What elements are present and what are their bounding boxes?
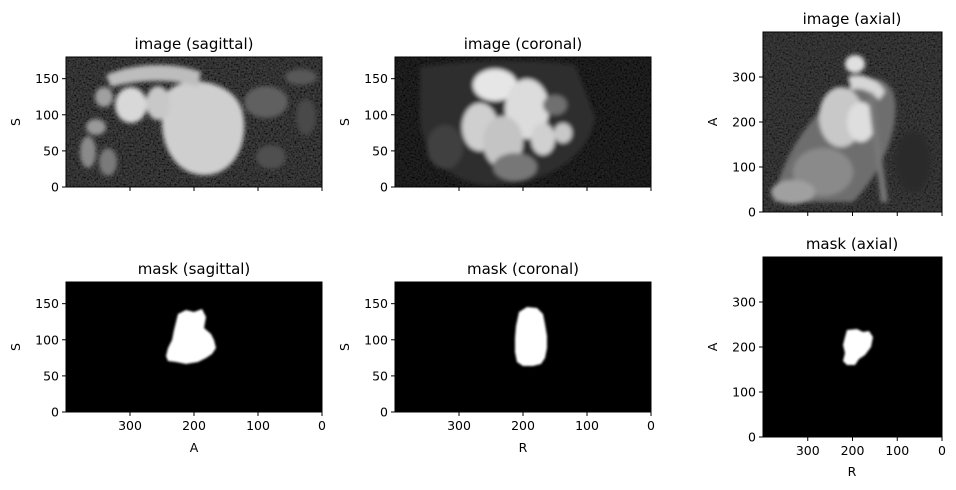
y-tick-label: 0 xyxy=(51,405,59,420)
x-axis-label: A xyxy=(190,440,199,455)
y-ticks: 0 100 200 300 xyxy=(732,295,763,445)
y-tick-label: 150 xyxy=(35,296,59,311)
x-tick-label: 200 xyxy=(841,443,865,458)
y-axis-label: S xyxy=(8,343,23,351)
y-tick-label: 0 xyxy=(380,180,388,195)
x-ticks xyxy=(129,187,323,191)
x-ticks: 300 200 100 0 xyxy=(447,412,655,433)
x-tick-label: 0 xyxy=(647,418,655,433)
y-ticks: 0 50 100 150 xyxy=(364,296,395,420)
x-ticks: 300 200 100 0 xyxy=(118,412,326,433)
y-tick-label: 50 xyxy=(372,143,388,158)
x-ticks xyxy=(807,212,943,216)
panel-title: mask (axial) xyxy=(806,235,898,253)
y-tick-label: 200 xyxy=(732,115,756,130)
panel-mask-sagittal: 300 200 100 0 0 50 100 150 mask (sagittal) S A xyxy=(8,260,326,455)
panel-image-coronal: 0 50 100 150 image (coronal) S xyxy=(337,35,652,195)
y-ticks: 0 50 100 150 xyxy=(364,71,395,195)
y-tick-label: 50 xyxy=(43,143,59,158)
x-tick-label: 0 xyxy=(318,418,326,433)
y-tick-label: 0 xyxy=(51,180,59,195)
panel-image-sagittal: 0 50 100 150 image (sagittal) S xyxy=(8,35,323,195)
y-tick-label: 100 xyxy=(732,160,756,175)
y-axis-label: S xyxy=(337,118,352,126)
y-tick-label: 50 xyxy=(43,368,59,383)
y-tick-label: 150 xyxy=(364,71,388,86)
x-tick-label: 0 xyxy=(938,443,946,458)
x-tick-label: 300 xyxy=(796,443,820,458)
y-axis-label: A xyxy=(705,117,720,126)
y-ticks: 0 100 200 300 xyxy=(732,70,763,220)
y-tick-label: 200 xyxy=(732,340,756,355)
image-axial-pixels xyxy=(763,32,942,212)
panel-title: image (sagittal) xyxy=(134,35,253,53)
y-ticks: 0 50 100 150 xyxy=(35,296,66,420)
mask-coronal-pixels xyxy=(395,282,651,412)
image-coronal-pixels xyxy=(395,57,651,187)
x-tick-label: 100 xyxy=(575,418,599,433)
x-tick-label: 200 xyxy=(511,418,535,433)
mask-sagittal-pixels xyxy=(66,282,322,412)
x-tick-label: 200 xyxy=(182,418,206,433)
panel-mask-axial: 300 200 100 0 0 100 200 300 mask (axial) A R xyxy=(705,235,946,479)
y-tick-label: 150 xyxy=(35,71,59,86)
x-tick-label: 300 xyxy=(447,418,471,433)
y-tick-label: 100 xyxy=(732,385,756,400)
panel-title: mask (sagittal) xyxy=(138,260,251,278)
x-ticks: 300 200 100 0 xyxy=(796,437,946,458)
x-axis-label: R xyxy=(848,464,857,479)
x-ticks xyxy=(458,187,652,191)
y-axis-label: S xyxy=(8,118,23,126)
y-tick-label: 300 xyxy=(732,70,756,85)
y-tick-label: 0 xyxy=(380,405,388,420)
y-tick-label: 300 xyxy=(732,295,756,310)
x-axis-label: R xyxy=(519,440,528,455)
panel-title: mask (coronal) xyxy=(467,260,579,278)
y-axis-label: A xyxy=(705,342,720,351)
y-tick-label: 100 xyxy=(364,332,388,347)
y-ticks: 0 50 100 150 xyxy=(35,71,66,195)
panel-mask-coronal: 300 200 100 0 0 50 100 150 mask (coronal) S R xyxy=(337,260,655,455)
y-tick-label: 100 xyxy=(35,107,59,122)
mask-axial-pixels xyxy=(763,257,942,437)
image-sagittal-pixels xyxy=(66,57,322,187)
x-tick-label: 100 xyxy=(246,418,270,433)
y-tick-label: 100 xyxy=(35,332,59,347)
panel-image-axial: 0 100 200 300 image (axial) A xyxy=(705,10,943,220)
y-tick-label: 150 xyxy=(364,296,388,311)
panel-title: image (axial) xyxy=(803,10,902,28)
y-tick-label: 100 xyxy=(364,107,388,122)
y-axis-label: S xyxy=(337,343,352,351)
panel-title: image (coronal) xyxy=(464,35,583,53)
y-tick-label: 50 xyxy=(372,368,388,383)
x-tick-label: 100 xyxy=(885,443,909,458)
y-tick-label: 0 xyxy=(748,205,756,220)
x-tick-label: 300 xyxy=(118,418,142,433)
y-tick-label: 0 xyxy=(748,430,756,445)
